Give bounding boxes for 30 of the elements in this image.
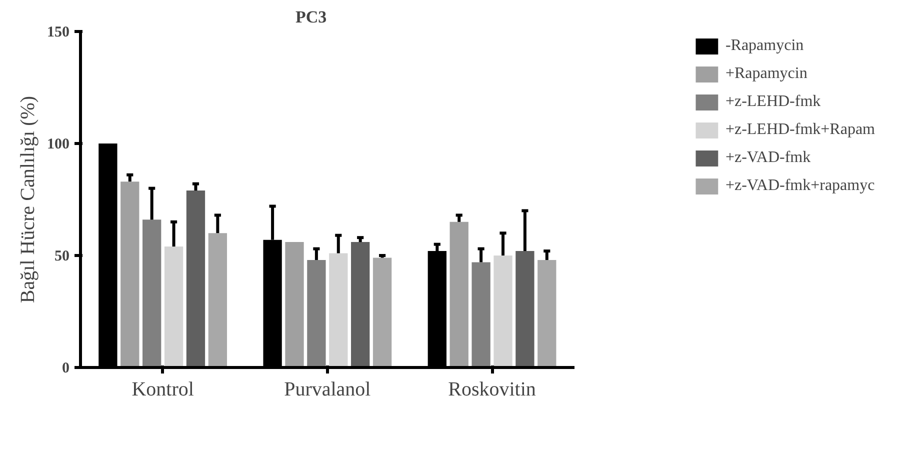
y-axis-title: Bağıl Hücre Canlılığı (%)	[17, 96, 39, 304]
bar	[307, 260, 326, 368]
bar	[450, 222, 468, 368]
bar	[372, 258, 392, 368]
bar	[329, 253, 348, 368]
bar	[351, 242, 370, 368]
legend-label: +z-LEHD-fmk	[725, 93, 821, 111]
bar	[285, 242, 304, 368]
legend-label: +z-VAD-fmk+rapamyc	[725, 177, 875, 195]
bar	[142, 220, 162, 368]
x-tick-label: Roskovitin	[448, 378, 536, 400]
bar	[208, 233, 227, 368]
bar	[186, 190, 206, 368]
bar	[538, 260, 556, 368]
bar	[120, 182, 140, 368]
y-tick-label: 100	[47, 136, 70, 152]
x-tick-label: Kontrol	[132, 378, 194, 400]
bar	[472, 262, 490, 368]
legend-label: -Rapamycin	[725, 37, 804, 55]
legend-label: +Rapamycin	[725, 65, 808, 83]
chart-title: PC3	[296, 8, 327, 26]
bar	[164, 246, 184, 368]
bar	[516, 251, 534, 368]
y-tick-label: 150	[47, 24, 70, 40]
legend-label: +z-VAD-fmk	[725, 149, 811, 167]
x-tick-label: Purvalanol	[284, 378, 372, 400]
bar	[494, 256, 512, 368]
y-tick-label: 0	[62, 360, 70, 376]
legend-label: +z-LEHD-fmk+Rapam	[725, 121, 875, 139]
y-tick-label: 50	[54, 248, 70, 264]
